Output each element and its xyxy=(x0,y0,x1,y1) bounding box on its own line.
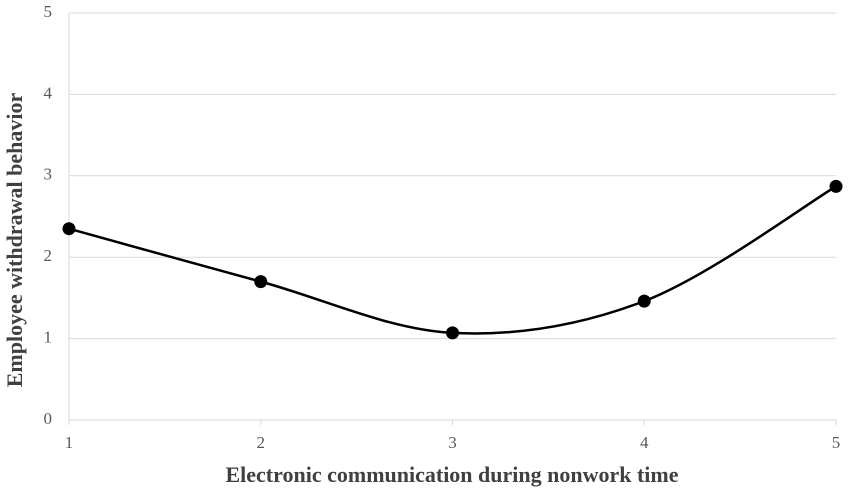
y-tick-label: 5 xyxy=(44,2,53,21)
x-tick-label: 3 xyxy=(448,433,457,452)
point xyxy=(637,294,651,308)
x-tick-label: 2 xyxy=(257,433,266,452)
y-tick-label: 2 xyxy=(44,246,53,265)
line xyxy=(68,185,837,335)
x-tick-label: 4 xyxy=(640,433,649,452)
point xyxy=(62,222,76,236)
x-axis-title: Electronic communication during nonwork … xyxy=(225,462,678,487)
x-tick-label: 1 xyxy=(65,433,74,452)
point xyxy=(829,179,843,193)
x-tick-label: 5 xyxy=(832,433,841,452)
y-axis-title: Employee withdrawal behavior xyxy=(2,92,27,387)
y-tick-label: 0 xyxy=(44,409,53,428)
point xyxy=(446,326,459,340)
point xyxy=(254,275,268,289)
y-tick-label: 4 xyxy=(44,83,53,102)
y-tick-label: 3 xyxy=(44,165,53,184)
y-tick-label: 1 xyxy=(44,328,53,347)
